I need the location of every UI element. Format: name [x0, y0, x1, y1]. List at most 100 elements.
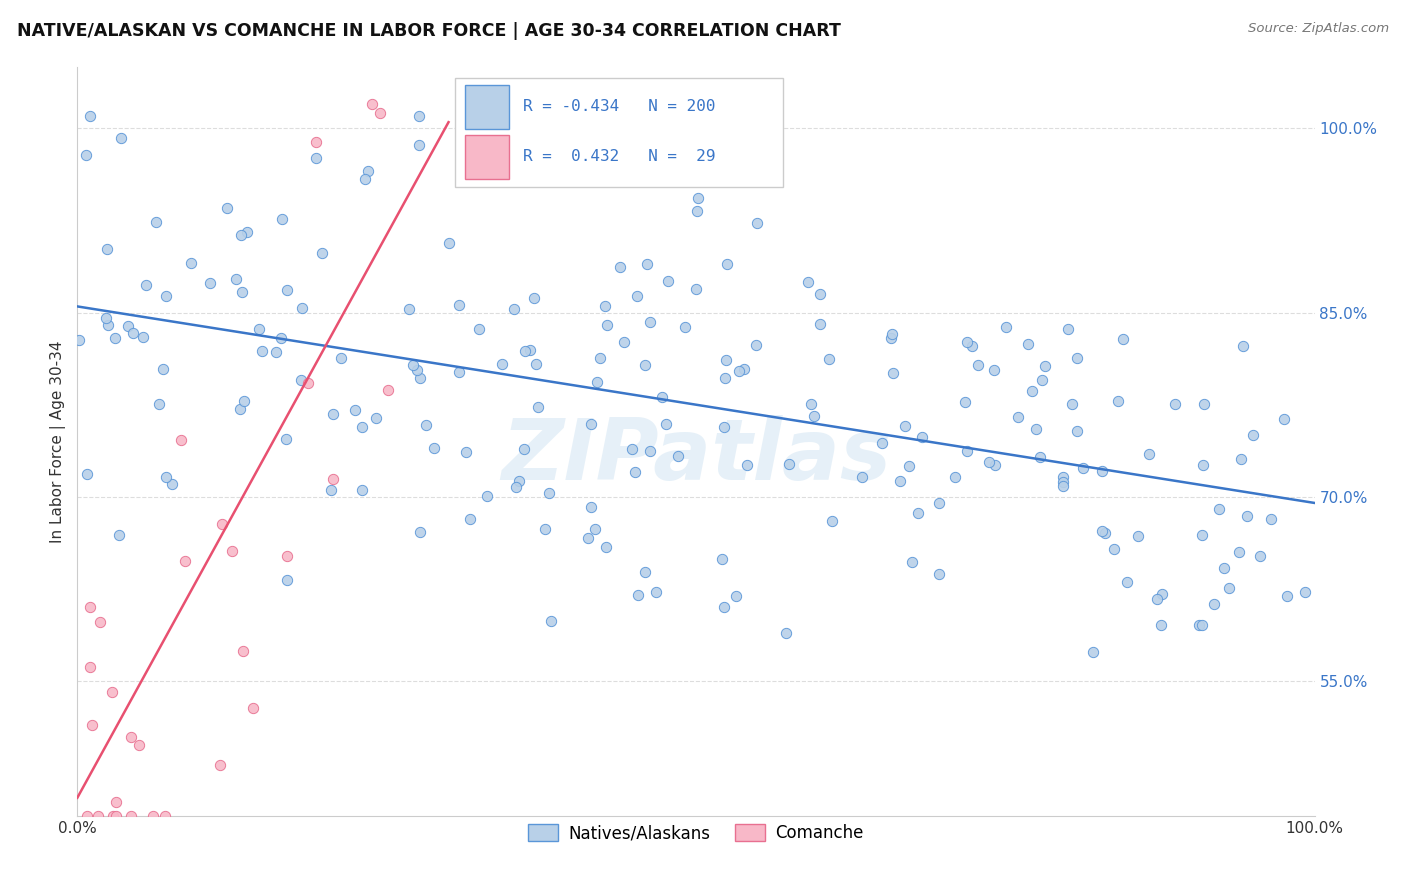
Point [880, 330, 903, 344]
Point [343, 402, 366, 417]
Point [714, 352, 737, 367]
Point [79, 109, 101, 123]
Point [728, 364, 751, 378]
Point [576, 531, 599, 545]
Text: NATIVE/ALASKAN VS COMANCHE IN LABOR FORCE | AGE 30-34 CORRELATION CHART: NATIVE/ALASKAN VS COMANCHE IN LABOR FORC… [17, 22, 841, 40]
Text: R =  0.432   N =  29: R = 0.432 N = 29 [523, 149, 716, 164]
Point [232, 644, 254, 658]
Point [808, 317, 831, 331]
Point [589, 351, 612, 365]
Point [983, 363, 1005, 377]
Point [352, 420, 374, 434]
Point [1060, 396, 1083, 410]
Point [155, 470, 177, 484]
Point [1294, 584, 1316, 599]
Point [1202, 597, 1225, 611]
Point [1241, 427, 1264, 442]
Point [330, 351, 353, 365]
Point [820, 514, 842, 528]
Point [322, 408, 344, 422]
Point [231, 227, 253, 242]
Point [368, 106, 391, 120]
Point [405, 362, 427, 376]
Point [1031, 374, 1053, 388]
Point [953, 394, 976, 409]
Point [96, 242, 118, 256]
Point [851, 470, 873, 484]
Point [437, 236, 460, 251]
Point [1192, 397, 1215, 411]
Point [264, 345, 287, 359]
Point [366, 411, 388, 425]
Point [907, 506, 929, 520]
Point [377, 383, 399, 397]
Point [984, 458, 1007, 473]
Point [120, 730, 142, 744]
Point [454, 445, 477, 459]
Point [1071, 461, 1094, 475]
Point [155, 289, 177, 303]
Point [242, 700, 264, 714]
Point [735, 458, 758, 473]
Point [135, 278, 157, 293]
Point [668, 449, 690, 463]
Point [1236, 508, 1258, 523]
Point [956, 444, 979, 458]
FancyBboxPatch shape [464, 85, 509, 128]
Point [110, 131, 132, 145]
Point [408, 138, 430, 153]
Point [655, 417, 678, 431]
Point [408, 371, 430, 385]
Point [1052, 470, 1074, 484]
Point [354, 172, 377, 186]
Point [105, 796, 128, 810]
Point [174, 554, 197, 568]
Point [624, 465, 647, 479]
Point [634, 358, 657, 372]
Point [209, 757, 232, 772]
Point [108, 527, 131, 541]
Point [228, 402, 250, 417]
Point [579, 500, 602, 514]
Point [1126, 529, 1149, 543]
Point [911, 429, 934, 443]
Point [79, 660, 101, 674]
Point [901, 555, 924, 569]
Point [449, 298, 471, 312]
Point [1272, 411, 1295, 425]
Point [626, 288, 648, 302]
Point [1227, 545, 1250, 559]
Point [352, 483, 374, 497]
Point [225, 272, 247, 286]
Point [1116, 574, 1139, 589]
Point [142, 809, 165, 823]
Point [725, 589, 748, 603]
Point [247, 322, 270, 336]
Point [710, 552, 733, 566]
Point [928, 496, 950, 510]
Point [408, 109, 430, 123]
Point [1146, 591, 1168, 606]
Point [305, 135, 328, 149]
Point [1188, 618, 1211, 632]
Point [527, 400, 550, 414]
Point [586, 376, 609, 390]
Point [97, 318, 120, 332]
Point [1007, 409, 1029, 424]
Point [579, 417, 602, 432]
Point [170, 433, 193, 447]
Point [290, 373, 312, 387]
Point [778, 457, 800, 471]
Point [1021, 384, 1043, 399]
Point [409, 525, 432, 540]
Point [1066, 351, 1088, 365]
Point [79, 600, 101, 615]
Point [152, 362, 174, 376]
Point [271, 212, 294, 227]
Point [803, 409, 825, 423]
Point [898, 458, 921, 473]
Point [638, 315, 661, 329]
Point [304, 151, 326, 165]
Point [274, 432, 297, 446]
Point [745, 338, 768, 352]
